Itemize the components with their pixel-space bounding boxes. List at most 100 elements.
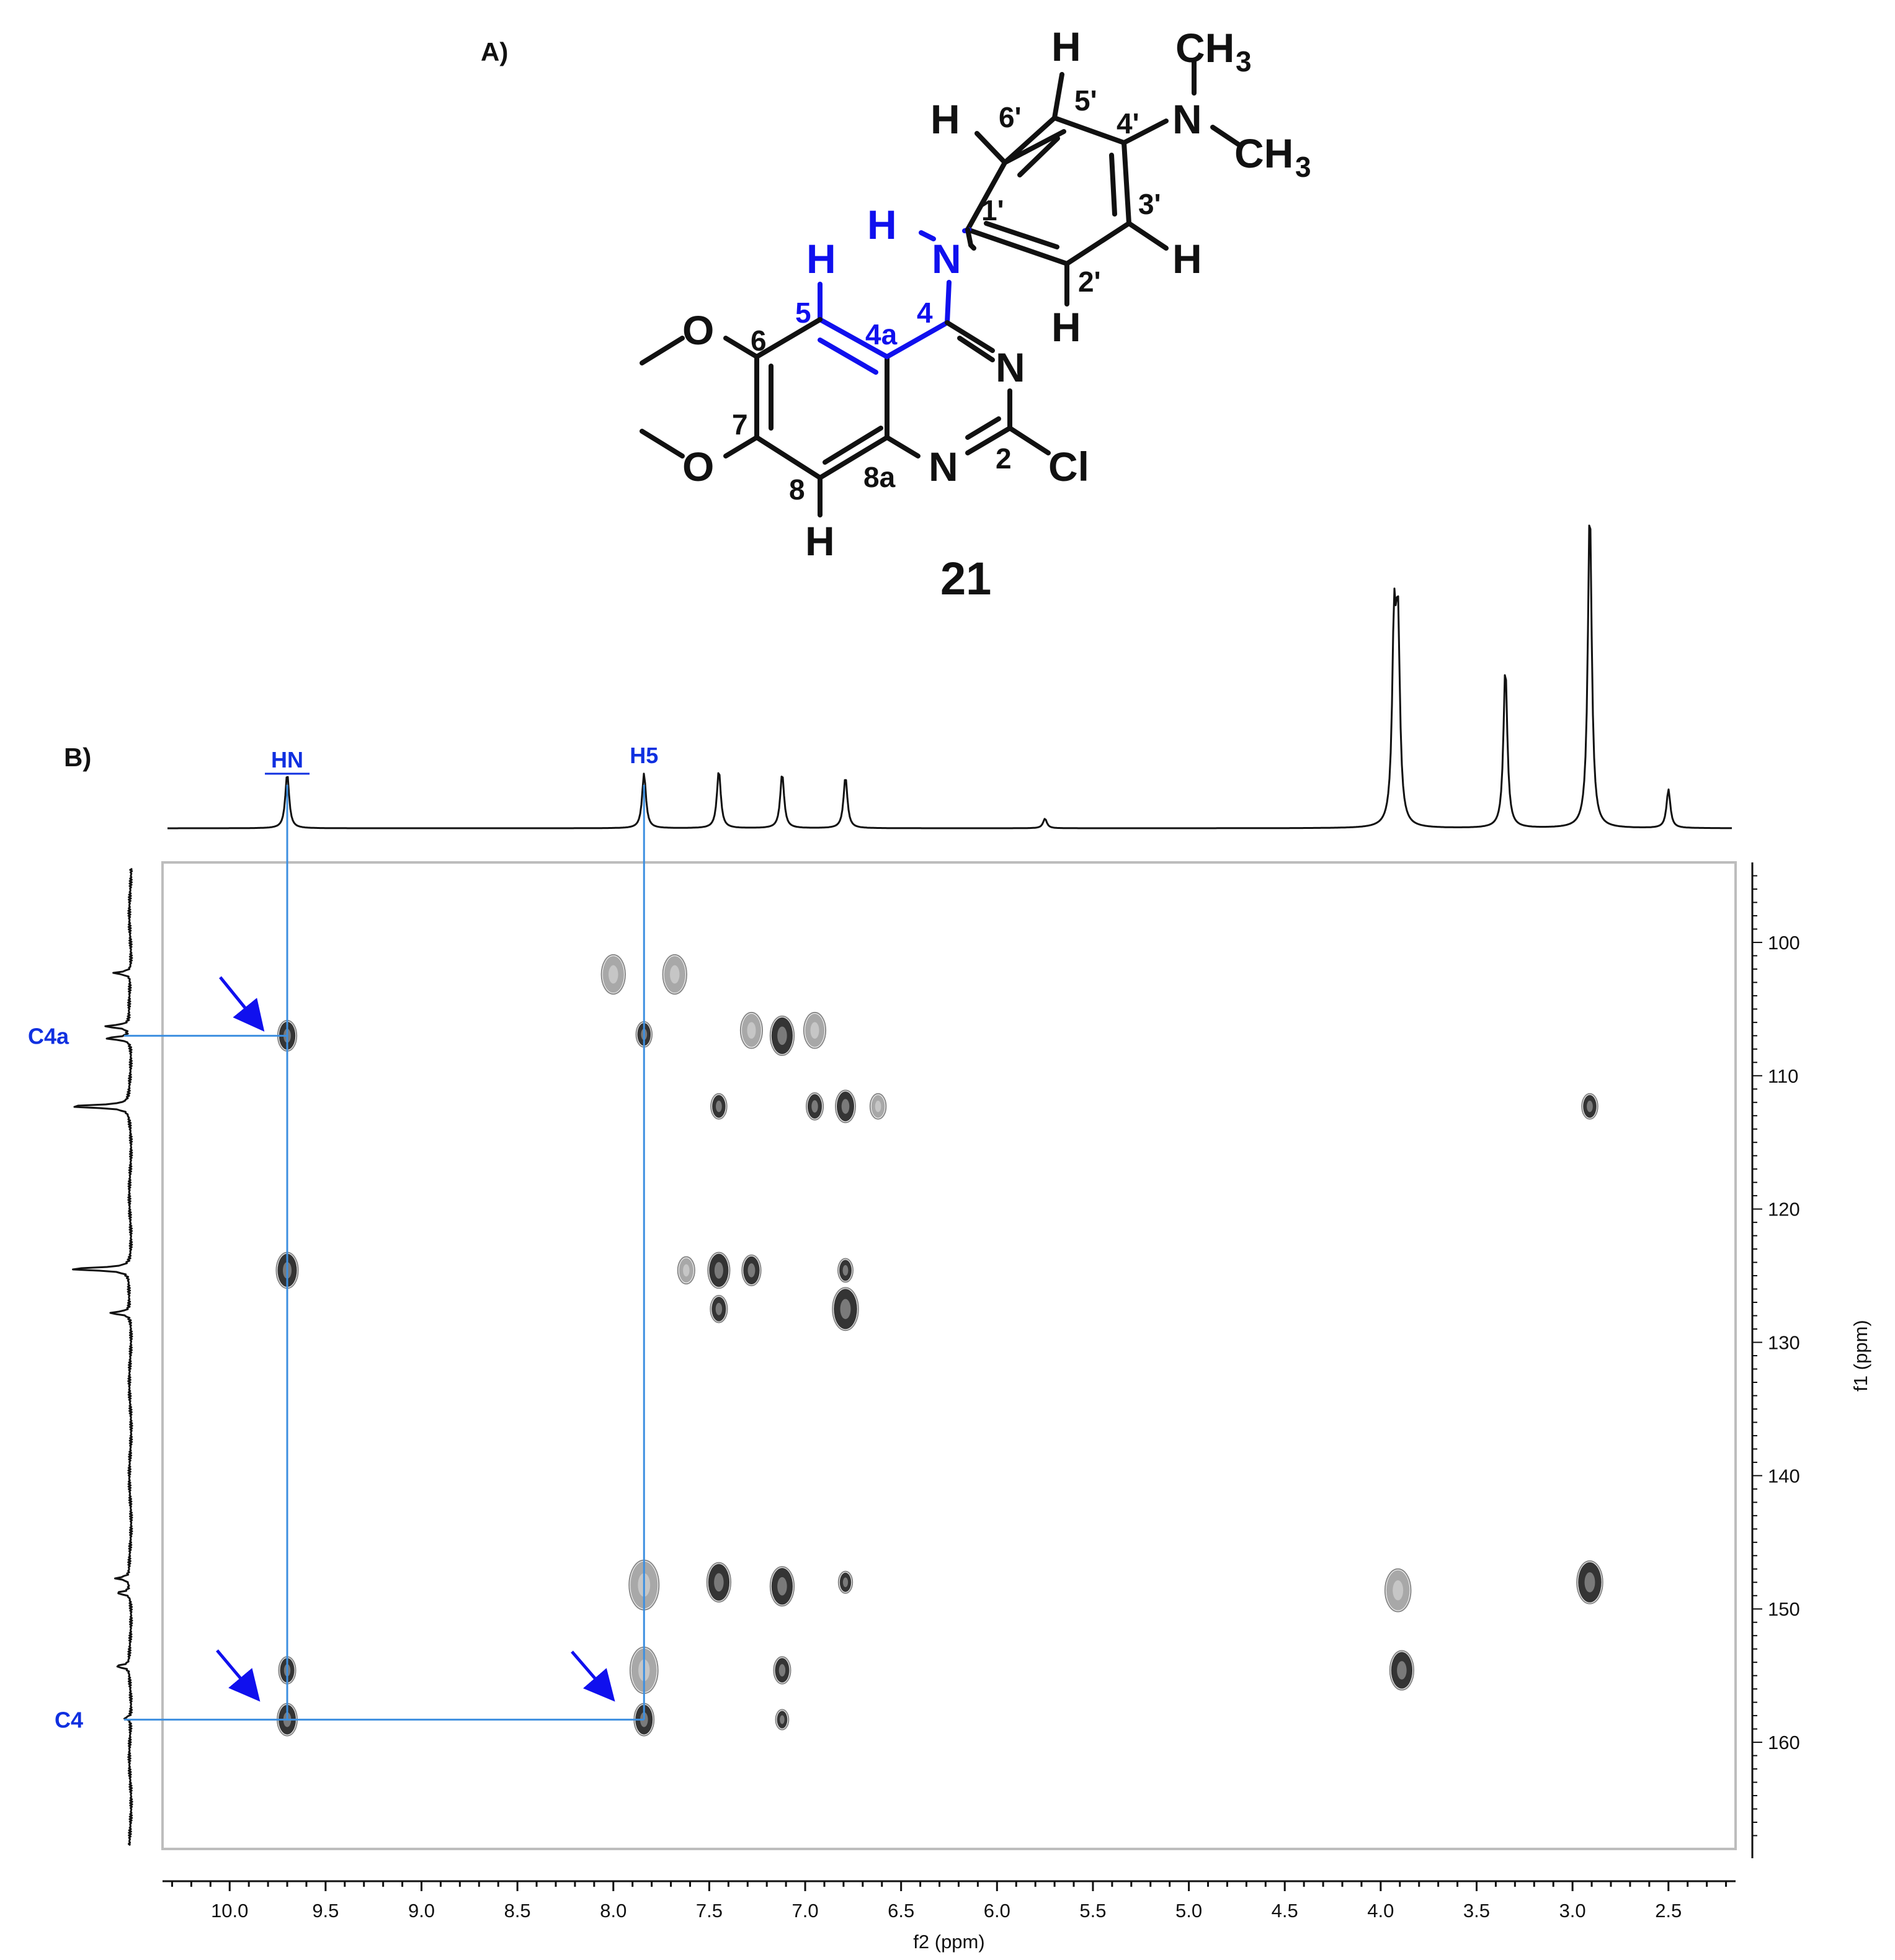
cross-peak [1386, 1570, 1410, 1611]
bond-double-c4p-c3p [1109, 153, 1117, 217]
cross-peak-center [609, 965, 618, 984]
cross-peak [839, 1572, 852, 1592]
bond-double-c8-c8a [823, 426, 883, 465]
cross-peak-outline [769, 1566, 795, 1607]
x-tick-label: 8.5 [504, 1900, 531, 1922]
y-tick-label: 140 [1768, 1465, 1800, 1487]
cross-peak-center [811, 1100, 818, 1113]
cross-peak-outline [1576, 1560, 1603, 1604]
bond-c1p-c6p [965, 160, 1007, 232]
pos-4prime: 4' [1117, 107, 1139, 140]
bond-c2p-c1p [965, 227, 1069, 266]
carbon-projection-spectrum [72, 867, 133, 1846]
x-tick-label: 5.0 [1175, 1900, 1202, 1922]
x-tick-label: 6.5 [888, 1900, 914, 1922]
atom-cl: Cl [1048, 444, 1089, 490]
bond-c2-cl [1007, 426, 1051, 455]
proton-projection-spectrum [167, 524, 1732, 830]
cross-peak-outline [710, 1294, 728, 1323]
x-tick-label: 10.0 [211, 1900, 248, 1922]
cross-peak-center [875, 1101, 881, 1112]
cross-peak-center [841, 1099, 850, 1114]
cross-peak-center [842, 1577, 849, 1588]
atom-ch3-top: CH [1175, 25, 1234, 71]
x-axis-title: f2 (ppm) [913, 1931, 984, 1953]
atom-ch3-right: CH [1234, 130, 1293, 176]
panel-b-label: B) [64, 743, 91, 772]
label-h5: H5 [630, 743, 658, 768]
pos-4a: 4a [865, 318, 898, 351]
cross-peak [771, 1568, 793, 1605]
atom-n-3: N [996, 344, 1025, 390]
atom-h-2prime: H [1051, 304, 1081, 350]
bond-n-ch3-right [1210, 125, 1243, 148]
cross-peak [836, 1091, 854, 1122]
cross-peak-outline [832, 1287, 859, 1331]
cross-peak-outline [1389, 1650, 1415, 1691]
assignment-guides [124, 785, 645, 1721]
cross-peak-outline [773, 1656, 791, 1685]
cross-peak [771, 1017, 793, 1054]
bond-n-c1p [965, 227, 973, 248]
cross-peak [708, 1564, 730, 1601]
bond-c6-o [723, 336, 759, 359]
cross-peak [743, 1256, 760, 1285]
cross-peak [602, 955, 624, 993]
cross-peak-center [683, 1264, 690, 1277]
bond-o6-me [640, 336, 685, 365]
cross-peak-center [840, 1299, 851, 1319]
y-tick-label: 160 [1768, 1732, 1800, 1753]
atom-h-6prime: H [930, 96, 960, 142]
bond-c7-o [723, 435, 759, 459]
atom-o-7: O [682, 444, 714, 490]
bond-n-c4 [945, 280, 952, 325]
x-tick-label: 3.0 [1559, 1900, 1586, 1922]
cross-peak-outline [662, 954, 687, 995]
bond-double-c4-n3 [957, 336, 995, 362]
cross-peak-outline [600, 954, 626, 995]
bond-double-c2-n1 [965, 416, 1001, 440]
bond-c3p-h [1126, 221, 1169, 251]
bond-o7-me [640, 429, 685, 459]
x-tick-label: 2.5 [1655, 1900, 1682, 1922]
pos-6prime: 6' [999, 101, 1022, 133]
atom-ch3-right-sub: 3 [1295, 151, 1311, 183]
cross-peak-outline [834, 1090, 856, 1124]
atom-h-top: H [1051, 24, 1081, 69]
x-tick-label: 9.0 [408, 1900, 435, 1922]
cross-peak [1391, 1652, 1413, 1689]
x-tick-label: 6.0 [984, 1900, 1010, 1922]
pos-6: 6 [751, 324, 767, 357]
bond-double-c4a-c5 [818, 338, 878, 375]
cross-peak [775, 1658, 790, 1683]
x-tick-label: 5.5 [1079, 1900, 1106, 1922]
cross-peak-center [747, 1022, 756, 1039]
cross-peak-center [1584, 1572, 1595, 1593]
bond-double-c2p-c1p [984, 221, 1059, 249]
bond-n-c1p-end [968, 243, 976, 251]
atom-ch3-top-sub: 3 [1236, 45, 1252, 78]
atom-h-3prime: H [1172, 236, 1202, 282]
pos-4: 4 [917, 297, 933, 329]
bond-c5p-c4p [1052, 115, 1126, 145]
x-tick-label: 8.0 [600, 1900, 626, 1922]
cross-peak-center [777, 1577, 787, 1596]
pos-8: 8 [789, 473, 805, 506]
cross-peak-center [714, 1573, 724, 1592]
pos-3prime: 3' [1138, 188, 1161, 220]
pos-5prime: 5' [1074, 84, 1097, 117]
cross-peak-outline [837, 1570, 854, 1594]
cross-peak [1578, 1562, 1602, 1603]
atom-n-1: N [929, 444, 958, 490]
bond-c4-c4a [885, 320, 950, 359]
bond-c6p-c5p [1002, 115, 1057, 165]
pos-8a: 8a [863, 461, 896, 493]
cross-peak [807, 1094, 823, 1119]
pos-7: 7 [732, 408, 748, 441]
molecule-structure: H CH 3 N CH 3 H H H H H N O O N N Cl H 5… [640, 24, 1311, 604]
cross-peak-center [747, 1263, 756, 1278]
bond-c6p-c5p-stub [1002, 129, 1066, 165]
x-tick-label: 4.5 [1272, 1900, 1298, 1922]
atom-h-8: H [805, 518, 835, 564]
